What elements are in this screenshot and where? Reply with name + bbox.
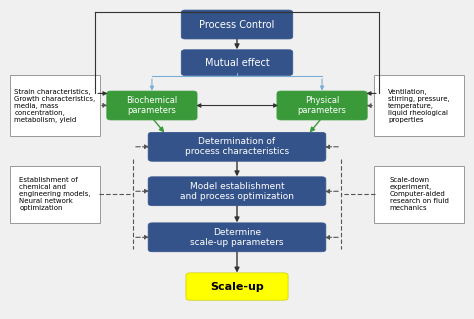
Text: Mutual effect: Mutual effect: [205, 58, 269, 68]
Text: Biochemical
parameters: Biochemical parameters: [126, 96, 178, 115]
FancyBboxPatch shape: [10, 166, 100, 223]
FancyBboxPatch shape: [374, 75, 464, 136]
Text: Strain characteristics,
Growth characteristics,
media, mass
concentration,
metab: Strain characteristics, Growth character…: [14, 88, 96, 122]
Text: Process Control: Process Control: [199, 19, 275, 30]
Text: Scale-down
experiment,
Computer-aided
research on fluid
mechanics: Scale-down experiment, Computer-aided re…: [390, 177, 448, 211]
FancyBboxPatch shape: [181, 10, 293, 39]
Text: Determination of
process characteristics: Determination of process characteristics: [185, 137, 289, 157]
FancyBboxPatch shape: [148, 132, 326, 161]
FancyBboxPatch shape: [148, 223, 326, 252]
FancyBboxPatch shape: [186, 273, 288, 300]
FancyBboxPatch shape: [181, 50, 293, 76]
Text: Establishment of
chemical and
engineering models,
Neural network
optimization: Establishment of chemical and engineerin…: [19, 177, 91, 211]
Text: Model establishment
and process optimization: Model establishment and process optimiza…: [180, 182, 294, 201]
FancyBboxPatch shape: [148, 177, 326, 206]
Text: Ventilation,
stirring, pressure,
temperature,
liquid rheological
properties: Ventilation, stirring, pressure, tempera…: [388, 88, 450, 122]
FancyBboxPatch shape: [10, 75, 100, 136]
Text: Physical
parameters: Physical parameters: [298, 96, 346, 115]
FancyBboxPatch shape: [277, 91, 367, 120]
FancyBboxPatch shape: [107, 91, 197, 120]
Text: Scale-up: Scale-up: [210, 282, 264, 292]
FancyBboxPatch shape: [374, 166, 464, 223]
Text: Determine
scale-up parameters: Determine scale-up parameters: [190, 228, 284, 247]
